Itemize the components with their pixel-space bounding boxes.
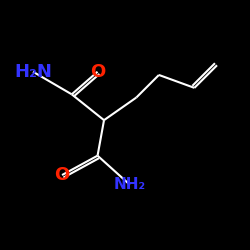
Text: O: O xyxy=(90,63,105,81)
Text: O: O xyxy=(54,166,70,184)
Text: H₂N: H₂N xyxy=(14,63,52,81)
Text: NH₂: NH₂ xyxy=(114,177,146,192)
